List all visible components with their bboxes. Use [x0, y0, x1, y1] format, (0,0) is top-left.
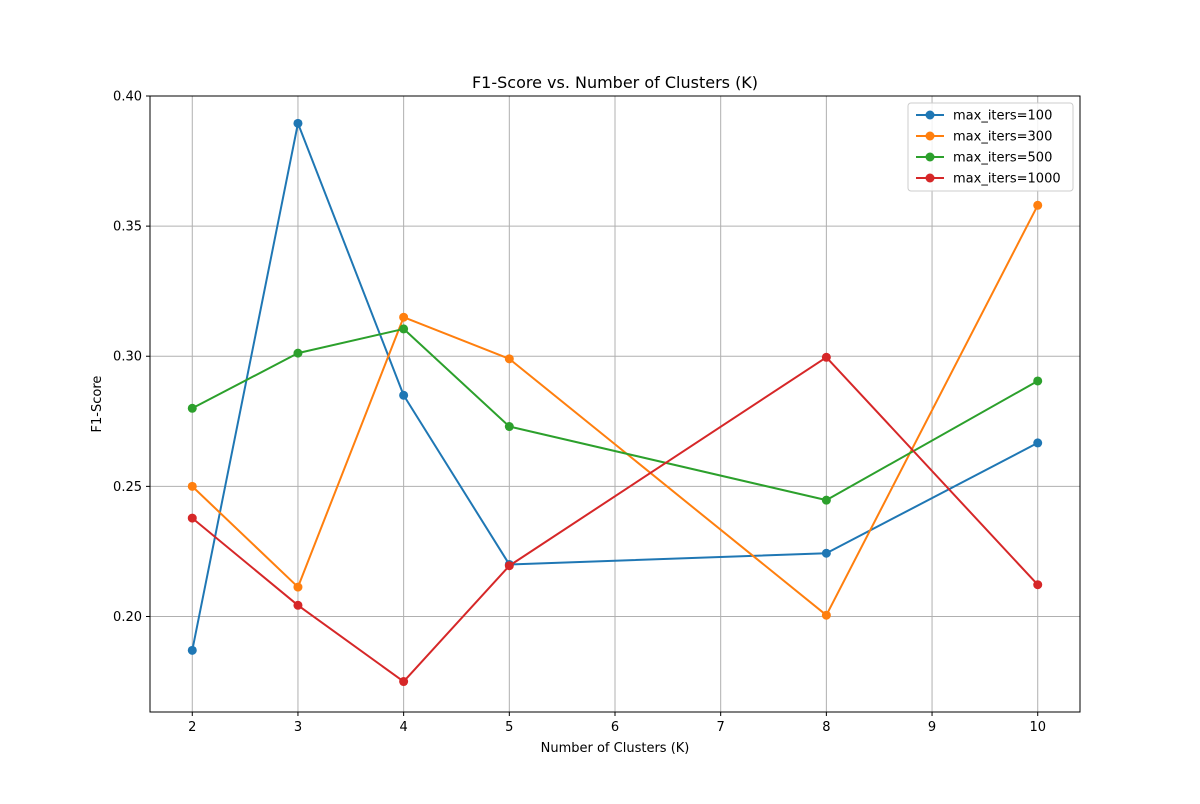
data-point [293, 118, 303, 128]
x-axis-label: Number of Clusters (K) [541, 741, 690, 756]
data-point [187, 481, 197, 491]
data-point [821, 352, 831, 362]
x-tick-label: 5 [505, 720, 513, 735]
legend-marker [925, 110, 935, 120]
series-line [191, 327, 1039, 502]
data-point [504, 422, 514, 432]
x-tick-label: 10 [1029, 720, 1046, 735]
data-point [399, 677, 409, 687]
series-line [191, 122, 1039, 651]
x-tick-label: 6 [611, 720, 619, 735]
data-point [399, 324, 409, 334]
legend-label: max_iters=300 [953, 130, 1052, 145]
legend: max_iters=100 max_iters=300 max_iters=500m… [907, 102, 1074, 192]
series-line [191, 204, 1039, 617]
data-point [504, 561, 514, 571]
legend-label: max_iters=1000 [953, 172, 1061, 187]
legend-label: max_iters=500 [953, 151, 1052, 166]
series-line [191, 356, 1039, 683]
x-tick-label: 4 [399, 720, 407, 735]
data-point [187, 645, 197, 655]
y-tick-label: 0.20 [113, 610, 142, 625]
data-point [1033, 438, 1043, 448]
x-tick-label: 8 [822, 720, 830, 735]
y-tick-label: 0.35 [113, 220, 142, 235]
ticks: 2 3 4 5 6 7 8 9 10 0.20 0.25 0.30 0.35 0.40 [113, 90, 1046, 736]
data-point [293, 600, 303, 610]
chart-title: F1-Score vs. Number of Clusters (K) [472, 73, 758, 92]
y-tick-label: 0.40 [113, 90, 142, 105]
x-tick-label: 3 [294, 720, 302, 735]
legend-box [907, 102, 1074, 192]
legend-marker [925, 173, 935, 183]
series-layer [187, 118, 1043, 687]
x-tick-label: 7 [717, 720, 725, 735]
data-point [293, 582, 303, 592]
data-point [1033, 200, 1043, 210]
x-tick-label: 9 [928, 720, 936, 735]
data-point [821, 610, 831, 620]
data-point [821, 548, 831, 558]
data-point [187, 513, 197, 523]
data-point [504, 354, 514, 364]
data-point [1033, 376, 1043, 386]
y-tick-label: 0.30 [113, 350, 142, 365]
x-tick-label: 2 [188, 720, 196, 735]
data-point [399, 390, 409, 400]
data-point [821, 495, 831, 505]
legend-label: max_iters=100 [953, 109, 1052, 124]
data-point [1033, 580, 1043, 590]
legend-marker [925, 152, 935, 162]
data-point [399, 312, 409, 322]
y-tick-label: 0.25 [113, 480, 142, 495]
data-point [187, 403, 197, 413]
data-point [293, 348, 303, 358]
legend-marker [925, 131, 935, 141]
y-axis-label: F1-Score [90, 376, 105, 433]
